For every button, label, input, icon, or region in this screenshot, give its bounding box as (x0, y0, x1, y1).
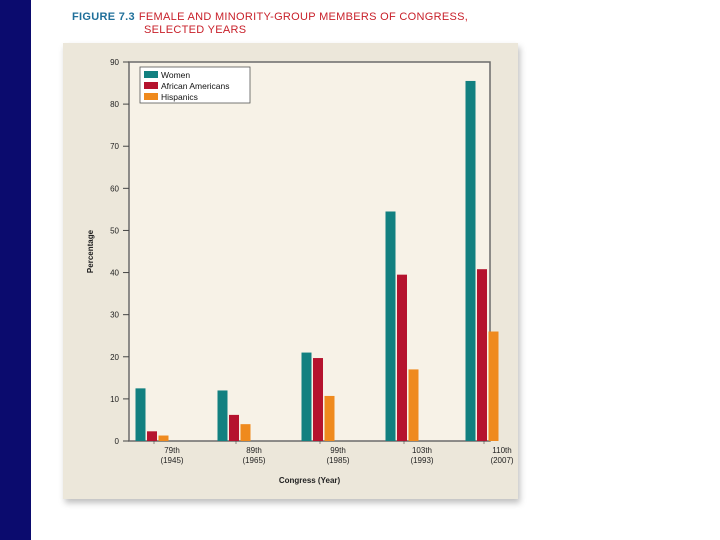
y-tick-label: 80 (110, 100, 119, 109)
bar-hispanics (324, 395, 335, 441)
bar-hispanics (408, 369, 419, 441)
figure-title-line2: SELECTED YEARS (144, 24, 247, 36)
x-tick-year: (1993) (410, 456, 433, 465)
bar-chart: 0 10 20 30 40 50 60 70 80 90 Percentage 79th(1945) 8… (86, 58, 514, 485)
y-tick-label: 20 (110, 353, 119, 362)
figure-title: FIGURE 7.3 FEMALE AND MINORITY-GROUP MEMB… (72, 11, 468, 37)
x-tick-year: (1985) (326, 456, 349, 465)
y-tick-label: 90 (110, 58, 119, 67)
bar-women (465, 80, 476, 441)
x-tick-label: 110th (492, 446, 511, 455)
x-tick-year: (1945) (160, 456, 183, 465)
y-tick-label: 30 (110, 311, 119, 320)
bar-women (217, 390, 228, 441)
x-tick-label: 99th (330, 446, 346, 455)
bar-women (135, 388, 146, 441)
y-tick-label: 60 (110, 184, 119, 193)
bar-hispanics (240, 424, 251, 441)
chart-panel: 0 10 20 30 40 50 60 70 80 90 Percentage 79th (1945) 8… (63, 43, 518, 499)
x-tick-label: 89th (246, 446, 262, 455)
bar-african-americans (397, 274, 407, 441)
figure-number: FIGURE 7.3 (72, 11, 135, 23)
bar-hispanics (158, 435, 169, 441)
bar-african-americans (229, 414, 239, 441)
y-tick-label: 10 (110, 395, 119, 404)
x-tick-year: (2007) (490, 456, 513, 465)
x-tick-year: (1965) (242, 456, 265, 465)
legend-swatch-hispanics (144, 93, 158, 100)
legend-label: Women (161, 70, 190, 80)
y-tick-label: 70 (110, 142, 119, 151)
y-tick-label: 40 (110, 269, 119, 278)
legend-label: Hispanics (161, 92, 198, 102)
legend-swatch-women (144, 71, 158, 78)
y-tick-label: 50 (110, 226, 119, 235)
x-tick-label: 79th (164, 446, 180, 455)
x-axis-label: Congress (Year) (279, 476, 341, 485)
bar-women (301, 352, 312, 441)
legend-box (139, 66, 251, 104)
slide-left-bar (0, 0, 31, 540)
bar-women (385, 211, 396, 441)
bar-hispanics (488, 331, 499, 441)
figure-title-line1: FEMALE AND MINORITY-GROUP MEMBERS OF CON… (138, 11, 469, 23)
legend-swatch-african-americans (144, 82, 158, 89)
legend-label: African Americans (161, 81, 230, 91)
y-axis-label: Percentage (86, 229, 95, 273)
bar-african-americans (477, 269, 487, 441)
bar-african-americans (147, 431, 157, 441)
x-tick-label: 103th (412, 446, 432, 455)
bar-african-americans (313, 358, 323, 441)
y-tick-label: 0 (115, 437, 120, 446)
